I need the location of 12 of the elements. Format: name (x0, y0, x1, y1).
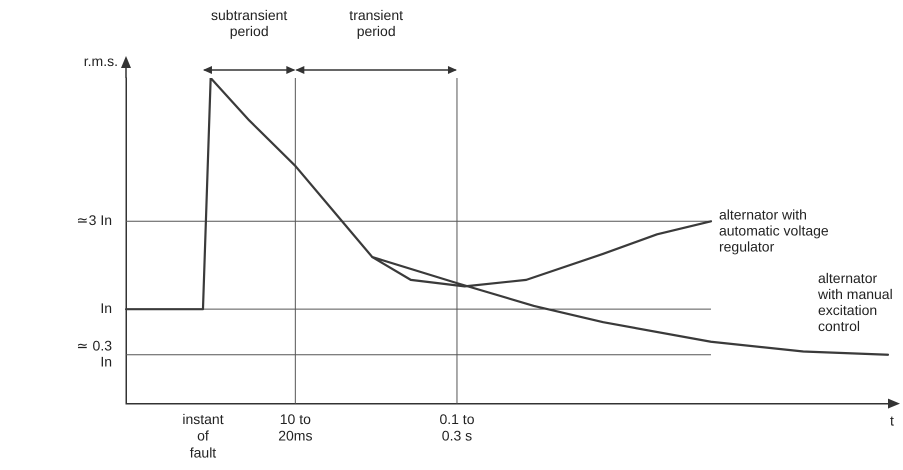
text: subtransient period (211, 7, 288, 39)
ref-line-label: In (100, 300, 112, 316)
series-label: alternator with manual excitation control (817, 270, 893, 334)
text: transient period (349, 7, 404, 39)
ref-line-label: ≃3 In (76, 212, 112, 228)
x-axis-title: t (890, 412, 894, 429)
series-label: alternator with automatic voltage regulator (718, 206, 829, 254)
x-tick-label: 10 to 20ms (278, 410, 312, 444)
ref-line-label: ≃ 0.3 In (76, 338, 112, 370)
x-tick-label: instant of fault (182, 410, 224, 460)
x-tick-label: 0.1 to 0.3 s (439, 410, 475, 444)
y-axis-title: r.m.s. (84, 53, 118, 69)
